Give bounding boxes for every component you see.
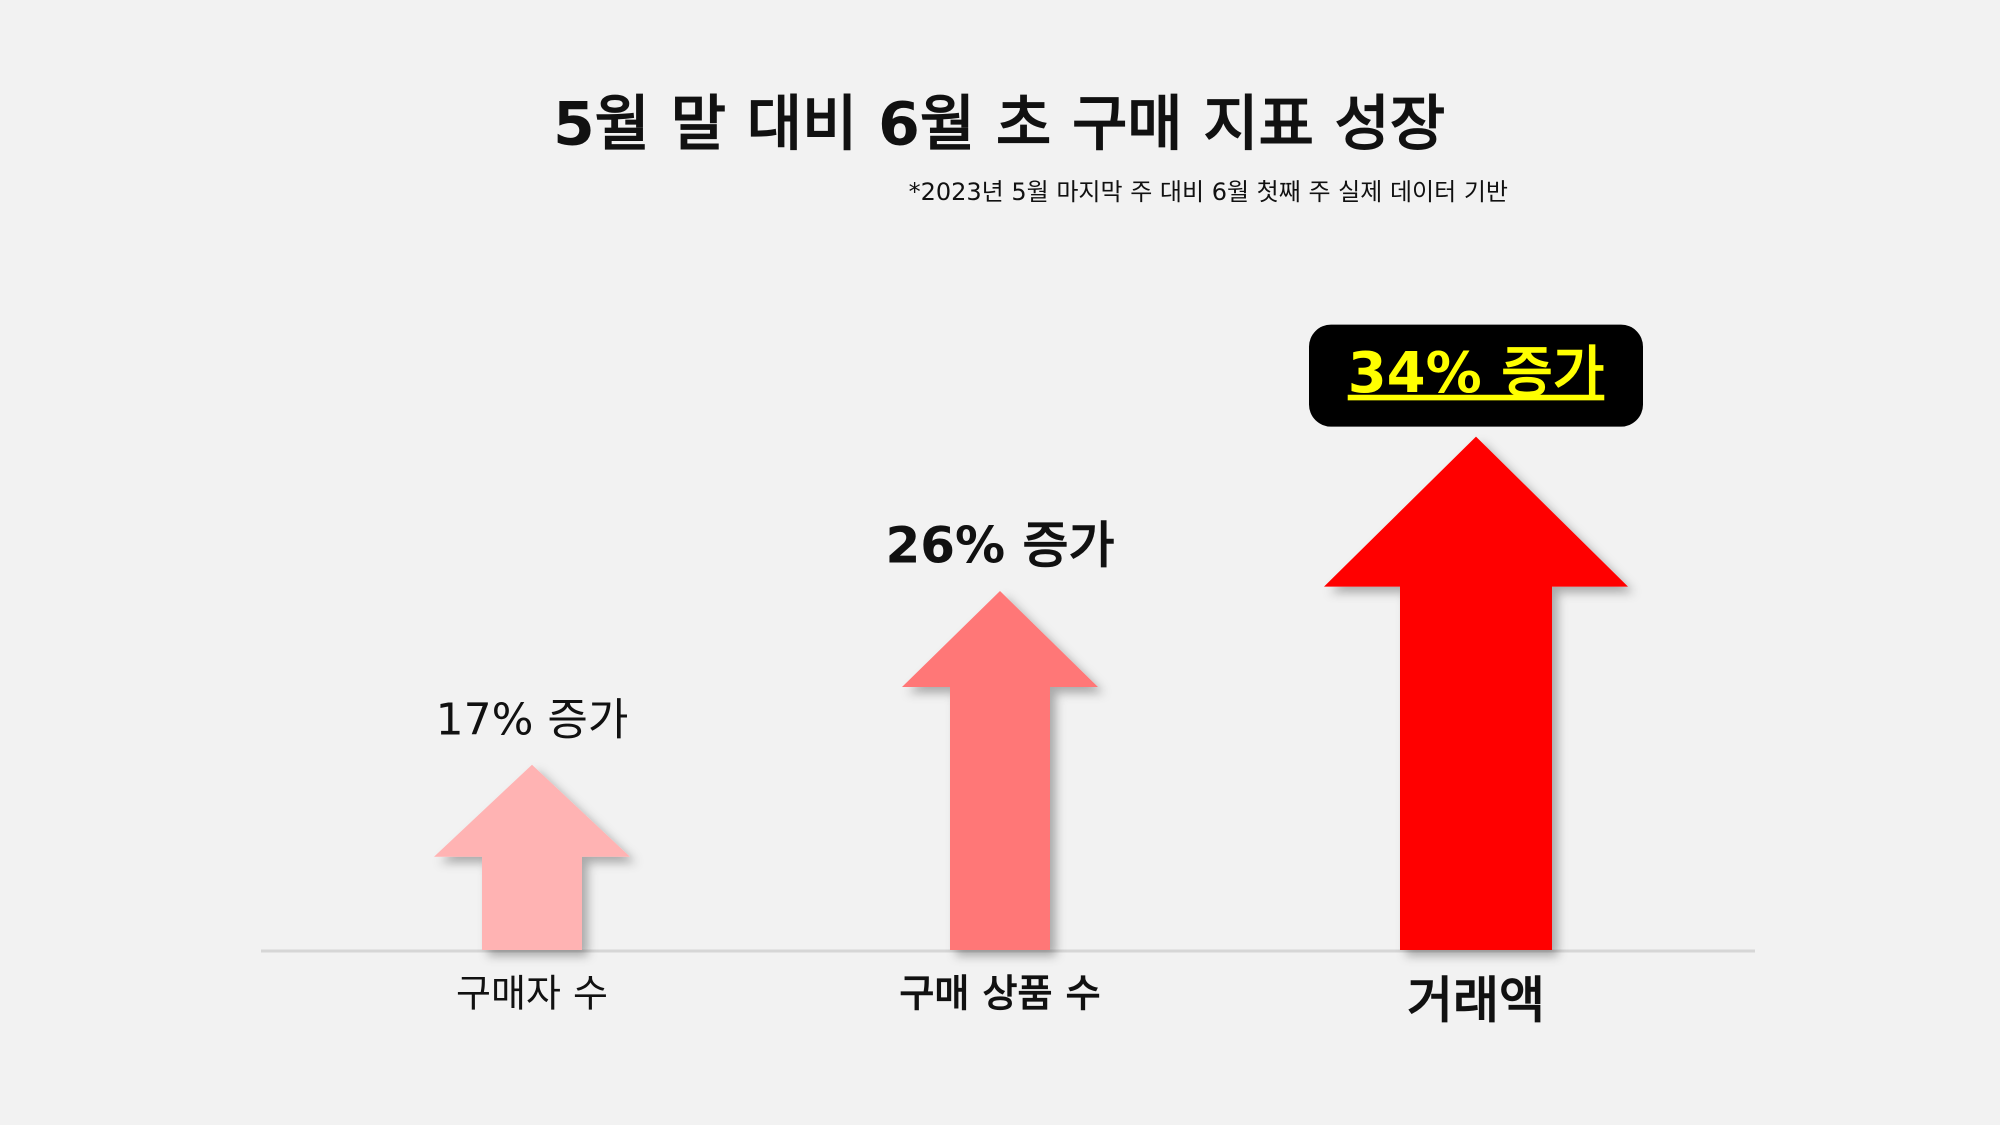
arrow [434,764,630,950]
x-tick-label: 구매 상품 수 [899,972,1100,1016]
value-label: 34% 증가 [1348,341,1605,406]
chart-subtitle: *2023년 5월 마지막 주 대비 6월 첫째 주 실제 데이터 기반 [909,178,1508,206]
x-tick-label: 거래액 [1407,972,1545,1030]
arrow [902,591,1098,950]
value-label: 17% 증가 [436,695,629,746]
arrow [1324,436,1628,950]
value-label: 26% 증가 [885,517,1114,575]
label-box [1309,324,1643,427]
chart-title: 5월 말 대비 6월 초 구매 지표 성장 [553,90,1445,160]
x-tick-label: 구매자 수 [456,972,608,1016]
